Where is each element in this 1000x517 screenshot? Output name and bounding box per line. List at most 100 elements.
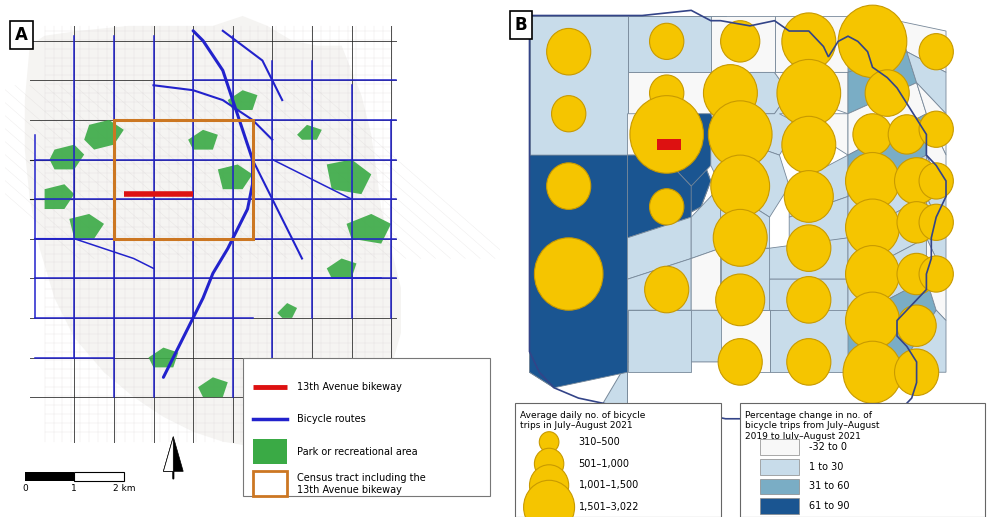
Circle shape: [919, 163, 953, 199]
Polygon shape: [218, 164, 252, 189]
Polygon shape: [530, 155, 593, 196]
Polygon shape: [163, 437, 173, 472]
Polygon shape: [897, 310, 946, 372]
Polygon shape: [628, 310, 691, 372]
Circle shape: [897, 253, 936, 295]
Circle shape: [782, 116, 836, 173]
Text: 310–500: 310–500: [578, 437, 620, 447]
Polygon shape: [277, 303, 297, 318]
Text: 0: 0: [22, 484, 28, 493]
Polygon shape: [789, 196, 848, 248]
Polygon shape: [530, 196, 628, 238]
Circle shape: [787, 277, 831, 323]
Polygon shape: [69, 214, 104, 239]
Polygon shape: [603, 310, 726, 408]
Circle shape: [711, 155, 770, 217]
Polygon shape: [917, 83, 946, 155]
Circle shape: [650, 75, 684, 111]
Circle shape: [524, 480, 575, 517]
Bar: [760, 498, 799, 514]
Circle shape: [552, 96, 586, 132]
Polygon shape: [848, 83, 926, 155]
Polygon shape: [774, 16, 848, 72]
Polygon shape: [228, 90, 257, 110]
Polygon shape: [25, 16, 401, 447]
Circle shape: [784, 171, 833, 222]
Text: -32 to 0: -32 to 0: [809, 442, 847, 452]
Circle shape: [919, 111, 953, 147]
Circle shape: [650, 23, 684, 59]
Circle shape: [846, 246, 899, 302]
Polygon shape: [530, 310, 628, 388]
Text: 1: 1: [71, 484, 77, 493]
Bar: [114, 120, 252, 239]
Text: 1 to 30: 1 to 30: [809, 462, 843, 472]
Text: 2 km: 2 km: [113, 484, 135, 493]
Circle shape: [843, 341, 902, 403]
Polygon shape: [926, 114, 946, 196]
Polygon shape: [789, 155, 848, 217]
Circle shape: [530, 465, 569, 506]
Polygon shape: [848, 279, 936, 372]
Circle shape: [547, 28, 591, 75]
Polygon shape: [848, 52, 917, 114]
Polygon shape: [188, 130, 218, 149]
Text: 13th Avenue bikeway: 13th Avenue bikeway: [297, 382, 402, 392]
Polygon shape: [770, 279, 848, 321]
Polygon shape: [628, 114, 672, 155]
Bar: [515, 403, 721, 517]
Text: 31 to 60: 31 to 60: [809, 481, 849, 492]
Polygon shape: [628, 155, 711, 238]
Circle shape: [534, 448, 564, 479]
Polygon shape: [530, 72, 574, 114]
Text: Census tract including the
13th Avenue bikeway: Census tract including the 13th Avenue b…: [297, 473, 426, 495]
Circle shape: [897, 305, 936, 346]
Polygon shape: [691, 186, 721, 258]
Polygon shape: [297, 125, 322, 140]
Circle shape: [777, 59, 841, 127]
Text: Park or recreational area: Park or recreational area: [297, 447, 418, 457]
Text: B: B: [515, 16, 527, 34]
Circle shape: [539, 432, 559, 452]
Circle shape: [716, 274, 765, 326]
Text: 1,501–3,022: 1,501–3,022: [578, 502, 639, 512]
Circle shape: [919, 204, 953, 240]
Circle shape: [895, 349, 939, 396]
Bar: [252, 439, 287, 464]
Polygon shape: [721, 248, 770, 310]
Polygon shape: [711, 134, 789, 217]
Polygon shape: [897, 21, 946, 72]
Polygon shape: [530, 155, 628, 196]
Circle shape: [787, 225, 831, 271]
Text: Bicycle routes: Bicycle routes: [297, 414, 366, 424]
Polygon shape: [530, 155, 593, 196]
Polygon shape: [662, 114, 721, 186]
Bar: [252, 472, 287, 496]
Circle shape: [547, 163, 591, 209]
Circle shape: [708, 101, 772, 168]
Text: 61 to 90: 61 to 90: [809, 501, 849, 511]
Bar: [760, 479, 799, 494]
Polygon shape: [198, 377, 228, 397]
Polygon shape: [711, 16, 774, 72]
Circle shape: [713, 209, 767, 266]
Circle shape: [846, 292, 899, 349]
Polygon shape: [770, 310, 848, 372]
Polygon shape: [848, 196, 926, 279]
Polygon shape: [711, 72, 789, 114]
Text: 1,001–1,500: 1,001–1,500: [578, 480, 639, 491]
Bar: [760, 459, 799, 475]
Polygon shape: [848, 114, 926, 196]
Bar: [740, 403, 985, 517]
Circle shape: [782, 13, 836, 70]
Circle shape: [787, 339, 831, 385]
Polygon shape: [347, 214, 391, 244]
Bar: [657, 139, 681, 150]
Bar: [74, 473, 124, 481]
Polygon shape: [628, 16, 711, 72]
Polygon shape: [530, 72, 628, 114]
Polygon shape: [45, 184, 74, 209]
Polygon shape: [770, 238, 848, 279]
Polygon shape: [327, 258, 356, 278]
Polygon shape: [50, 145, 84, 170]
